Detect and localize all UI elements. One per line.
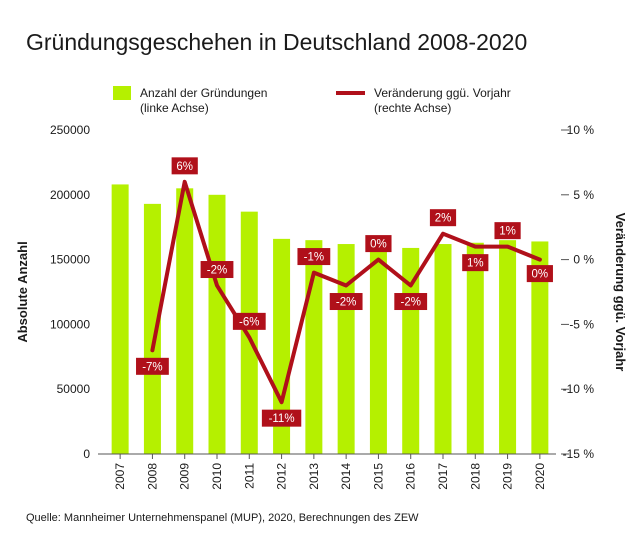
x-tick-label-2020: 2020 — [533, 463, 547, 490]
data-label-box-2020 — [526, 265, 553, 283]
x-tick-label-2009: 2009 — [178, 463, 192, 490]
data-label-2013: -1% — [304, 252, 324, 264]
y-tick-label-right: 0 % — [573, 253, 594, 267]
legend-label-bars: Anzahl der Gründungen — [140, 86, 267, 100]
line-series: -7% 6% -2% -6% -11% -1% -2% 0% -2% 2% 1% 1% 0% — [136, 157, 553, 427]
source-note: Quelle: Mannheimer Unternehmenspanel (MU… — [26, 512, 419, 524]
data-label-2017: 2% — [435, 213, 452, 225]
y-tick-label-left: 150000 — [50, 253, 90, 267]
data-label-2014: -2% — [336, 297, 356, 309]
legend-label-bars-axis: (linke Achse) — [140, 101, 209, 115]
data-label-box-2017 — [429, 209, 457, 227]
data-label-2009: 6% — [176, 161, 193, 173]
data-label-2019: 1% — [499, 226, 516, 238]
y-axis-title-right: Veränderung ggü. Vorjahr — [613, 213, 628, 372]
change-line — [150, 179, 542, 405]
bar-2008 — [143, 203, 161, 454]
y-tick-label-right: -10 % — [563, 382, 595, 396]
y-tick-label-right: 5 % — [573, 188, 594, 202]
x-tick-label-2016: 2016 — [404, 463, 418, 490]
legend-label-line: Veränderung ggü. Vorjahr — [374, 86, 511, 100]
y-tick-label-left: 100000 — [50, 317, 90, 331]
bar-2007 — [111, 184, 129, 454]
bar-2014 — [337, 244, 355, 454]
data-label-box-2016 — [394, 293, 428, 311]
bar-2020 — [531, 241, 549, 454]
data-label-box-2011 — [232, 312, 266, 330]
data-label-2012: -11% — [269, 413, 295, 425]
bar-2019 — [499, 240, 517, 454]
data-label-box-2014 — [329, 293, 363, 311]
x-tick-label-2013: 2013 — [307, 463, 321, 490]
data-label-2016: -2% — [400, 297, 420, 309]
data-label-box-2009 — [171, 157, 198, 175]
legend: Anzahl der Gründungen (linke Achse) Verä… — [113, 86, 511, 115]
data-label-box-2019 — [494, 222, 521, 240]
data-label-2020: 0% — [532, 269, 549, 281]
bar-2009 — [176, 188, 194, 454]
y-tick-label-left: 0 — [83, 447, 90, 461]
y-tick-label-left: 50000 — [57, 382, 91, 396]
x-tick-label-2019: 2019 — [501, 463, 515, 490]
bar-2017 — [434, 244, 452, 454]
data-label-box-2013 — [297, 248, 331, 266]
y-axis-title-left: Absolute Anzahl — [15, 241, 30, 342]
x-tick-label-2010: 2010 — [210, 463, 224, 490]
chart-title: Gründungsgeschehen in Deutschland 2008-2… — [26, 29, 527, 55]
y-tick-label-right: -5 % — [569, 317, 594, 331]
data-label-box-2010 — [200, 261, 234, 279]
legend-label-line-axis: (rechte Achse) — [374, 101, 451, 115]
y-tick-label-right: 10 % — [567, 123, 595, 137]
y-tick-label-left: 250000 — [50, 123, 90, 137]
bar-2018 — [466, 242, 484, 454]
data-label-box-2015 — [365, 235, 392, 253]
x-tick-label-2018: 2018 — [468, 463, 482, 490]
axes: 0 50000 100000 150000 200000 250000 10 % 5 % 0 %… — [50, 123, 594, 490]
bar-2015 — [369, 242, 387, 454]
data-label-2011: -6% — [239, 316, 259, 328]
data-label-box-2012 — [261, 409, 302, 427]
data-label-2018: 1% — [467, 258, 484, 270]
data-label-box-2018 — [462, 254, 489, 272]
y-tick-label-right: -15 % — [563, 447, 595, 461]
data-label-box-2008 — [136, 357, 169, 375]
bar-2011 — [240, 211, 258, 454]
bar-2012 — [273, 238, 291, 454]
data-label-2010: -2% — [207, 265, 227, 277]
x-tick-label-2007: 2007 — [113, 463, 127, 490]
data-label-2015: 0% — [370, 239, 387, 251]
x-tick-label-2014: 2014 — [339, 463, 353, 490]
bar-2010 — [208, 194, 226, 455]
data-label-2008: -7% — [142, 361, 162, 373]
x-tick-label-2011: 2011 — [242, 463, 256, 489]
x-tick-label-2008: 2008 — [145, 463, 159, 490]
x-tick-label-2012: 2012 — [275, 463, 289, 490]
x-tick-label-2017: 2017 — [436, 463, 450, 490]
x-tick-label-2015: 2015 — [371, 463, 385, 490]
legend-swatch-bars — [113, 86, 131, 100]
y-tick-label-left: 200000 — [50, 188, 90, 202]
